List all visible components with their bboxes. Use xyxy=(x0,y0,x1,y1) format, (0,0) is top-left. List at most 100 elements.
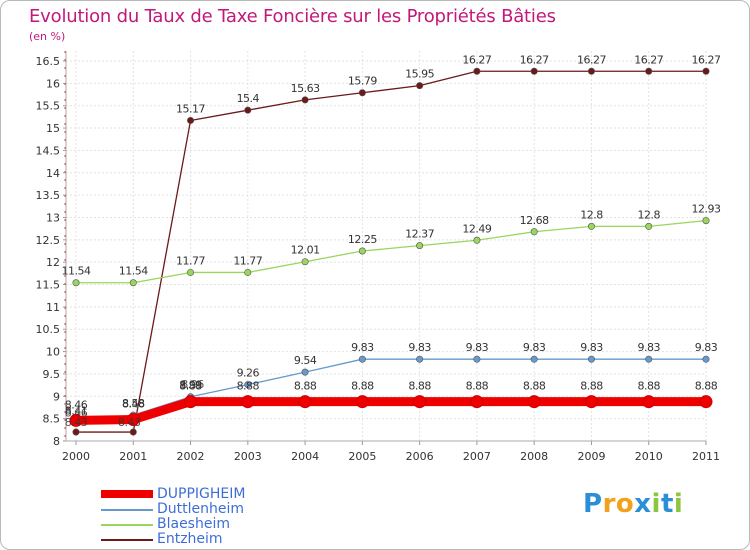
data-point-blaesheim xyxy=(587,222,595,230)
data-label: 12.01 xyxy=(291,244,320,257)
data-label: 16.27 xyxy=(520,53,549,66)
data-point-blaesheim xyxy=(358,247,366,255)
y-tick-label: 16.5 xyxy=(36,55,61,68)
y-tick-label: 15.5 xyxy=(36,100,61,113)
data-label: 9.83 xyxy=(580,341,603,354)
logo-letter: P xyxy=(583,489,603,519)
legend-swatch xyxy=(101,524,153,526)
data-point-entzheim xyxy=(702,67,710,75)
logo-letter: o xyxy=(615,489,635,519)
legend-swatch xyxy=(101,539,153,541)
y-tick-label: 14 xyxy=(46,167,60,180)
y-tick-label: 12.5 xyxy=(36,234,61,247)
data-label: 8.41 xyxy=(65,405,88,418)
data-label: 12.37 xyxy=(405,228,434,241)
y-tick-label: 13.5 xyxy=(36,189,61,202)
data-label: 15.79 xyxy=(348,75,377,88)
data-label: 15.4 xyxy=(237,92,260,105)
data-point-duppigheim xyxy=(699,395,713,409)
data-point-blaesheim xyxy=(416,242,424,250)
data-label: 11.77 xyxy=(233,254,262,267)
x-tick-label: 2005 xyxy=(348,450,376,463)
plot-area xyxy=(66,51,706,441)
data-label: 8.46 xyxy=(65,398,88,411)
data-point-entzheim xyxy=(416,82,424,90)
data-point-duppigheim xyxy=(470,395,484,409)
x-tick-label: 2000 xyxy=(62,450,90,463)
data-point-entzheim xyxy=(129,428,137,436)
data-label: 9.54 xyxy=(294,354,317,367)
data-point-duttlenheim xyxy=(645,355,653,363)
x-tick-label: 2002 xyxy=(177,450,205,463)
data-label: 8.88 xyxy=(408,380,431,393)
data-point-duppigheim xyxy=(184,395,198,409)
data-point-duttlenheim xyxy=(473,355,481,363)
data-label: 8.88 xyxy=(351,380,374,393)
legend-label: Entzheim xyxy=(157,531,223,547)
data-label: 8.58 xyxy=(122,397,145,410)
data-label: 9.83 xyxy=(695,341,718,354)
data-point-duttlenheim xyxy=(301,368,309,376)
y-tick-label: 9 xyxy=(53,390,60,403)
data-point-blaesheim xyxy=(187,268,195,276)
legend-item: DUPPIGHEIM xyxy=(101,486,301,502)
data-point-duttlenheim xyxy=(358,355,366,363)
data-label: 8.88 xyxy=(466,380,489,393)
data-point-blaesheim xyxy=(645,222,653,230)
data-label: 12.25 xyxy=(348,233,377,246)
data-point-duttlenheim xyxy=(530,355,538,363)
data-label: 12.8 xyxy=(637,208,660,221)
logo-letter: r xyxy=(602,489,616,519)
x-tick-label: 2003 xyxy=(234,450,262,463)
data-point-duppigheim xyxy=(642,395,656,409)
chart-legend: DUPPIGHEIM Duttlenheim Blaesheim Entzheim xyxy=(101,486,301,547)
data-label: 16.27 xyxy=(462,53,491,66)
y-tick-label: 8 xyxy=(53,435,60,448)
x-tick-label: 2006 xyxy=(406,450,434,463)
data-label: 9.83 xyxy=(523,341,546,354)
data-point-duttlenheim xyxy=(702,355,710,363)
legend-swatch xyxy=(101,509,153,511)
data-label: 8.99 xyxy=(179,379,202,392)
data-label: 9.83 xyxy=(637,341,660,354)
data-point-entzheim xyxy=(645,67,653,75)
x-tick-label: 2009 xyxy=(577,450,605,463)
y-tick-label: 10 xyxy=(46,346,60,359)
x-tick-label: 2004 xyxy=(291,450,319,463)
series-line-blaesheim xyxy=(76,219,707,284)
series-line-duttlenheim xyxy=(75,358,706,424)
data-point-entzheim xyxy=(587,67,595,75)
data-point-duppigheim xyxy=(69,413,83,427)
logo-letter: x xyxy=(634,489,652,519)
data-point-blaesheim xyxy=(301,258,309,266)
logo-letter: i xyxy=(651,489,661,519)
data-label: 16.27 xyxy=(634,53,663,66)
x-tick-label: 2001 xyxy=(119,450,147,463)
y-tick-label: 15 xyxy=(46,122,60,135)
data-label: 8.48 xyxy=(122,398,145,411)
legend-label: DUPPIGHEIM xyxy=(157,486,246,502)
data-point-blaesheim xyxy=(702,217,710,225)
data-point-duppigheim xyxy=(413,395,427,409)
data-label: 9.83 xyxy=(408,341,431,354)
data-label: 15.95 xyxy=(405,68,434,81)
y-tick-label: 16 xyxy=(46,77,60,90)
chart-title: Evolution du Taux de Taxe Foncière sur l… xyxy=(29,6,556,27)
data-label: 11.54 xyxy=(119,265,148,278)
x-tick-label: 2011 xyxy=(692,450,720,463)
data-label: 8.88 xyxy=(637,380,660,393)
legend-label: Duttlenheim xyxy=(157,501,245,517)
data-label: 8.88 xyxy=(237,380,260,393)
legend-item: Entzheim xyxy=(101,531,301,547)
data-point-entzheim xyxy=(358,89,366,97)
data-point-duppigheim xyxy=(527,395,541,409)
legend-swatch xyxy=(101,490,153,498)
data-label: 11.77 xyxy=(176,254,205,267)
data-label: 16.27 xyxy=(692,53,721,66)
data-label: 8.88 xyxy=(580,380,603,393)
y-tick-label: 11.5 xyxy=(36,279,61,292)
legend-label: Blaesheim xyxy=(157,516,230,532)
data-label: 9.83 xyxy=(351,341,374,354)
series-line-duppigheim xyxy=(75,397,706,425)
